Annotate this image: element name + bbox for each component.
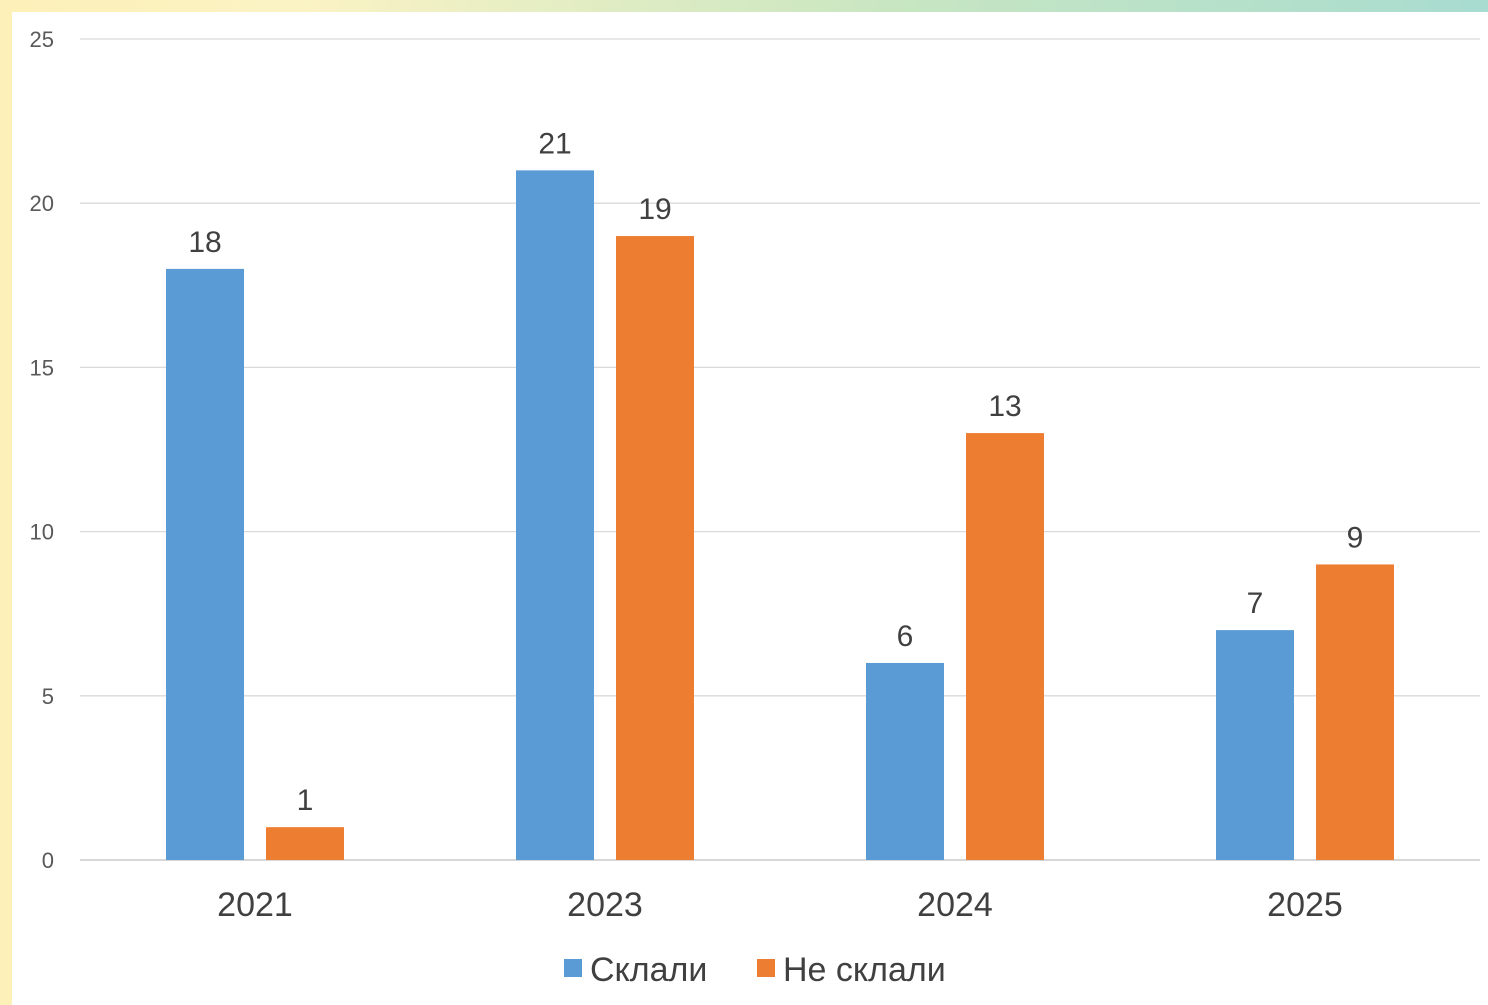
y-tick-label: 10 <box>30 520 54 545</box>
data-label: 1 <box>297 784 314 817</box>
legend-label-0: Склали <box>590 951 707 989</box>
bars <box>166 170 1394 861</box>
data-label: 21 <box>538 127 571 160</box>
y-tick-label: 20 <box>30 191 54 216</box>
legend-label-1: Не склали <box>783 951 946 989</box>
x-tick-label-2024: 2024 <box>917 886 993 924</box>
bar-2023-passed <box>516 170 594 861</box>
x-tick-label-2021: 2021 <box>217 886 293 924</box>
data-label: 7 <box>1247 587 1264 620</box>
bar-2025-passed <box>1216 630 1294 860</box>
y-tick-label: 15 <box>30 355 54 380</box>
bar-2024-passed <box>866 662 944 860</box>
x-tick-label-2025: 2025 <box>1267 886 1343 924</box>
legend-swatch-1 <box>757 959 775 977</box>
data-label: 18 <box>188 226 221 259</box>
data-labels: 18 1 21 19 6 13 7 9 <box>188 127 1363 817</box>
x-tick-label-2023: 2023 <box>567 886 643 924</box>
data-label: 13 <box>988 390 1021 423</box>
bar-2021-passed <box>166 268 244 860</box>
legend: Склали Не склали <box>564 951 946 989</box>
y-axis-ticks: 0 5 10 15 20 25 <box>30 27 54 873</box>
bar-2024-failed <box>966 433 1044 860</box>
data-label: 9 <box>1347 521 1364 554</box>
legend-swatch-0 <box>564 959 582 977</box>
data-label: 6 <box>897 620 914 653</box>
data-label: 19 <box>638 193 671 226</box>
y-tick-label: 0 <box>42 848 54 873</box>
y-tick-label: 25 <box>30 27 54 52</box>
bar-2025-failed <box>1316 564 1394 860</box>
y-tick-label: 5 <box>42 684 54 709</box>
x-axis-ticks: 2021 2023 2024 2025 <box>217 886 1343 924</box>
bar-2021-failed <box>266 827 344 860</box>
bar-2023-failed <box>616 236 694 861</box>
